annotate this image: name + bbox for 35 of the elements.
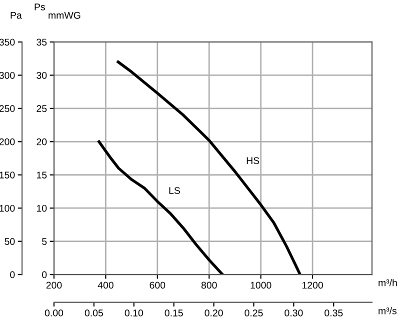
line-series: [98, 140, 224, 275]
y-axis-title: mmWG: [48, 12, 80, 19]
y-tick-label: 35: [36, 38, 47, 46]
y-tick-label: 15: [36, 172, 47, 178]
y2-tick-label: 100: [0, 204, 15, 212]
x-tick-label: 1000: [250, 282, 272, 289]
line-series: [116, 60, 302, 275]
series-label: LS: [169, 187, 180, 194]
x2-tick-label: 0.15: [164, 310, 183, 316]
y-tick-label: 25: [36, 105, 47, 112]
y2-tick-label: 150: [0, 172, 15, 178]
text: Ps: [34, 4, 45, 10]
y-tick-label: 20: [36, 138, 47, 146]
y2-tick-label: 0: [10, 271, 15, 278]
x-tick-label: 1200: [302, 282, 323, 289]
x2-tick-label: 0.25: [244, 310, 263, 316]
x2-tick-label: 0.30: [284, 310, 303, 316]
y2-axis-title: Pa: [10, 12, 22, 19]
x2-tick-label: 0.00: [44, 310, 64, 316]
x2-tick-label: 0.20: [204, 310, 223, 316]
y-tick-label: 0: [42, 271, 47, 278]
x-axis-title: m³/h: [378, 279, 397, 286]
x-tick-label: 600: [150, 282, 166, 289]
x-tick-label: 200: [46, 282, 62, 289]
x2-tick-label: 0.05: [84, 310, 104, 316]
x-tick-label: 400: [98, 282, 114, 289]
x2-tick-label: 0.10: [124, 310, 143, 316]
y-tick-label: 10: [36, 204, 47, 212]
series-label: HS: [246, 157, 260, 164]
y2-tick-label: 50: [4, 238, 15, 245]
x2-axis-title: m³/s: [378, 307, 397, 314]
x2-tick-label: 0.35: [324, 310, 343, 316]
x-tick-label: 800: [201, 282, 217, 289]
y-tick-label: 30: [36, 72, 47, 79]
y-tick-label: 5: [42, 238, 47, 245]
